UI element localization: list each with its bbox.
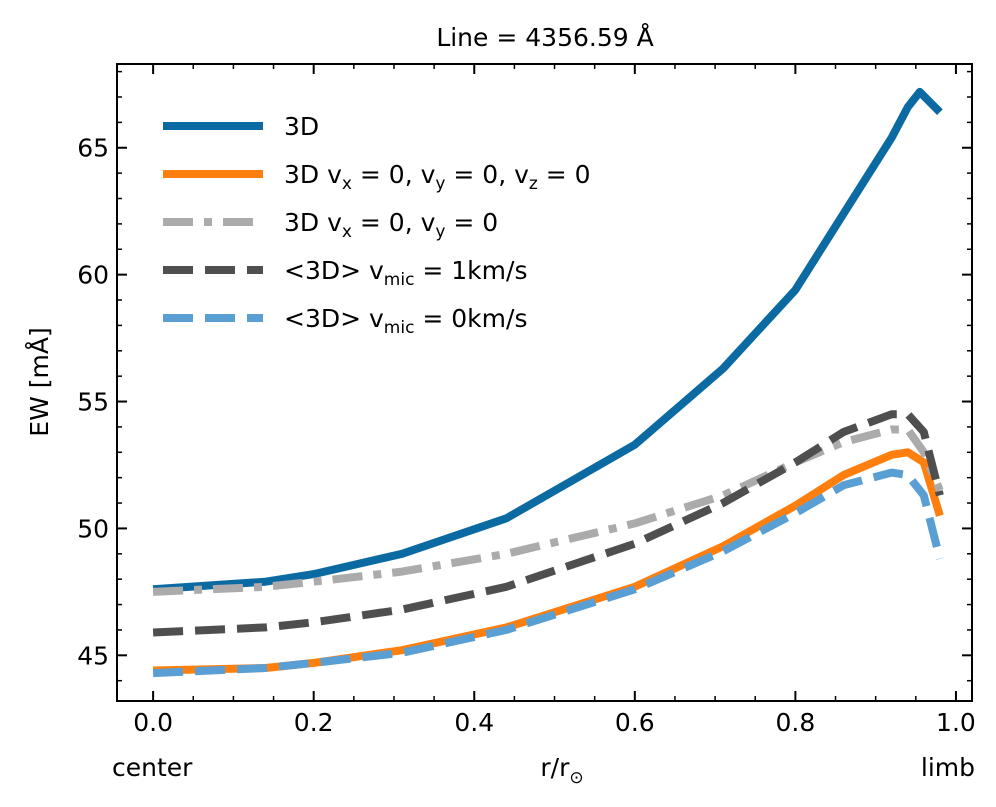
y-axis-label: EW [mÅ]	[25, 327, 54, 436]
series-layer	[152, 87, 944, 678]
legend-label-2: 3D vx = 0, vy = 0	[284, 208, 498, 242]
x-tick-label: 1.0	[936, 708, 976, 737]
corner-label-limb: limb	[921, 753, 975, 782]
legend: 3D 3D vx = 0, vy = 0, vz = 0 3D vx = 0, vy…	[163, 112, 591, 338]
x-tick-label: 0.2	[294, 708, 334, 737]
corner-label-center: center	[112, 753, 193, 782]
legend-label-1: 3D vx = 0, vy = 0, vz = 0	[284, 160, 591, 194]
series-line-1	[153, 448, 944, 675]
x-tick-label: 0.0	[133, 708, 173, 737]
x-tick-label: 0.8	[775, 708, 815, 737]
legend-label-0: 3D	[284, 112, 319, 141]
y-tick-label: 55	[77, 388, 109, 417]
y-tick-label: 65	[77, 134, 109, 163]
y-tick-label: 50	[77, 514, 109, 543]
x-tick-label: 0.6	[615, 708, 655, 737]
chart-title: Line = 4356.59 Å	[436, 23, 653, 52]
plot-frame	[116, 63, 973, 702]
legend-label-4: <3D> vmic = 0km/s	[284, 304, 527, 338]
series-line-0	[152, 87, 943, 594]
x-axis-label-sub: ⊙	[569, 768, 583, 788]
series-line-3	[152, 410, 944, 637]
tick-layer: 0.0 0.2 0.4 0.6 0.8 1.0 45 50 55 60 65	[77, 64, 976, 737]
y-tick-label: 45	[77, 641, 109, 670]
x-axis-label-main: r/r	[540, 753, 570, 782]
x-axis-label: r/r⊙	[540, 753, 583, 788]
legend-label-3: <3D> vmic = 1km/s	[284, 256, 527, 290]
x-tick-label: 0.4	[454, 708, 494, 737]
series-line-2	[152, 425, 944, 596]
y-tick-label: 60	[77, 261, 109, 290]
